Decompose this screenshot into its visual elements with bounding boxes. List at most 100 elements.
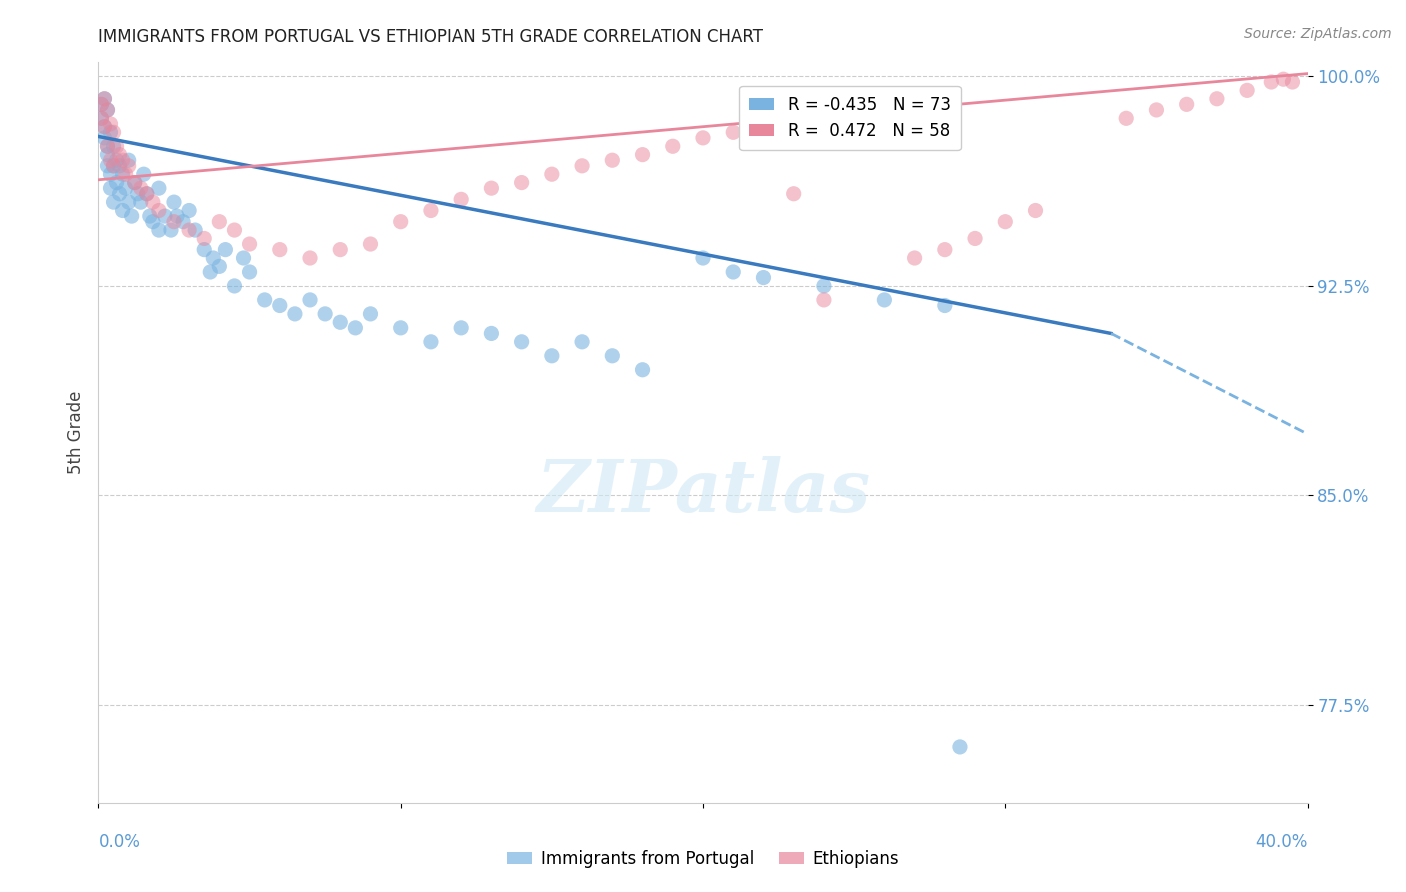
Point [1281, 75, 1303, 89]
Point [108, 147, 131, 161]
Point [90, 97, 112, 112]
Point [118, 159, 141, 173]
Point [631, 363, 654, 377]
Point [949, 739, 972, 754]
Point [90, 97, 112, 112]
Point [965, 231, 987, 245]
Point [344, 321, 367, 335]
Point [153, 209, 176, 223]
Point [224, 279, 246, 293]
Point [934, 298, 956, 312]
Point [510, 334, 533, 349]
Point [114, 167, 136, 181]
Point [129, 181, 152, 195]
Point [103, 159, 125, 173]
Point [214, 243, 236, 257]
Point [96, 147, 118, 161]
Point [135, 186, 157, 201]
Point [602, 349, 624, 363]
Point [135, 186, 157, 201]
Point [224, 223, 246, 237]
Point [124, 176, 146, 190]
Point [284, 307, 307, 321]
Point [108, 186, 131, 201]
Text: IMMIGRANTS FROM PORTUGAL VS ETHIOPIAN 5TH GRADE CORRELATION CHART: IMMIGRANTS FROM PORTUGAL VS ETHIOPIAN 5T… [98, 28, 763, 45]
Point [208, 215, 231, 229]
Point [142, 215, 165, 229]
Point [124, 176, 146, 190]
Point [481, 326, 503, 341]
Point [813, 279, 835, 293]
Point [93, 120, 115, 134]
Point [127, 186, 149, 201]
Point [420, 334, 443, 349]
Point [783, 186, 806, 201]
Point [692, 251, 714, 265]
Point [93, 131, 115, 145]
Point [93, 120, 115, 134]
Legend: Immigrants from Portugal, Ethiopians: Immigrants from Portugal, Ethiopians [501, 844, 905, 875]
Point [118, 153, 141, 168]
Point [329, 243, 352, 257]
Point [1144, 103, 1167, 117]
Point [269, 243, 291, 257]
Point [96, 103, 118, 117]
Point [105, 153, 128, 168]
Point [90, 112, 112, 126]
Point [994, 215, 1017, 229]
Point [752, 270, 775, 285]
Point [184, 223, 207, 237]
Point [329, 315, 352, 329]
Point [103, 125, 125, 139]
Point [253, 293, 276, 307]
Point [314, 307, 336, 321]
Point [269, 298, 291, 312]
Point [93, 92, 115, 106]
Point [103, 195, 125, 210]
Point [96, 159, 118, 173]
Point [103, 159, 125, 173]
Point [661, 139, 683, 153]
Point [103, 139, 125, 153]
Point [100, 117, 122, 131]
Point [602, 153, 624, 168]
Point [193, 243, 215, 257]
Point [200, 265, 222, 279]
Point [193, 231, 215, 245]
Point [1272, 72, 1295, 87]
Point [450, 321, 472, 335]
Point [114, 181, 136, 195]
Point [142, 195, 165, 210]
Point [934, 243, 956, 257]
Point [93, 92, 115, 106]
Point [118, 195, 141, 210]
Point [105, 139, 128, 153]
Point [1206, 92, 1229, 106]
Point [90, 112, 112, 126]
Point [100, 181, 122, 195]
Point [96, 139, 118, 153]
Text: ZIPatlas: ZIPatlas [536, 457, 870, 527]
Point [239, 265, 262, 279]
Point [571, 334, 593, 349]
Point [111, 153, 134, 168]
Point [163, 195, 186, 210]
Point [121, 209, 143, 223]
Point [1260, 75, 1282, 89]
Point [692, 131, 714, 145]
Point [1115, 112, 1137, 126]
Point [111, 167, 134, 181]
Point [96, 139, 118, 153]
Point [202, 251, 225, 265]
Point [111, 203, 134, 218]
Point [96, 103, 118, 117]
Point [1236, 83, 1258, 97]
Y-axis label: 5th Grade: 5th Grade [66, 391, 84, 475]
Point [450, 192, 472, 206]
Point [510, 176, 533, 190]
Point [100, 153, 122, 168]
Point [723, 125, 745, 139]
Point [139, 209, 162, 223]
Text: 0.0%: 0.0% [98, 833, 141, 851]
Point [163, 215, 186, 229]
